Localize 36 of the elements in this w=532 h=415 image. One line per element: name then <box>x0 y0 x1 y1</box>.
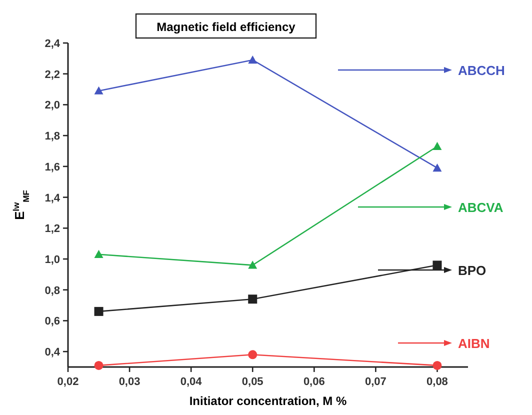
point <box>432 142 442 150</box>
y-tick-label: 1,2 <box>44 223 60 236</box>
y-tick-label: 1,6 <box>44 161 60 174</box>
point <box>94 250 104 258</box>
y-tick-label: 0,6 <box>44 316 60 328</box>
x-tick-label: 0,04 <box>180 376 203 388</box>
y-tick-label: 2,2 <box>44 68 60 81</box>
point <box>248 294 258 304</box>
point <box>94 86 104 94</box>
x-tick-label: 0,06 <box>303 376 325 388</box>
x-tick-label: 0,08 <box>426 376 448 388</box>
point <box>432 260 442 270</box>
point <box>432 163 442 172</box>
legend-label: ABCCH <box>458 63 505 78</box>
legend-label: BPO <box>458 263 486 278</box>
x-tick-label: 0,05 <box>242 376 264 388</box>
x-tick-label: 0,02 <box>57 376 79 388</box>
point <box>432 360 442 370</box>
y-tick-label: 2,0 <box>44 100 60 112</box>
point <box>248 260 258 269</box>
x-tick-label: 0,07 <box>364 376 386 388</box>
chart-title: Magnetic field efficiency <box>156 20 296 34</box>
point <box>94 306 104 316</box>
y-tick-label: 2,4 <box>44 38 61 50</box>
y-tick-label: 1,4 <box>44 192 61 204</box>
x-tick-label: 0,03 <box>118 376 140 388</box>
point <box>94 360 104 370</box>
y-tick-label: 0,8 <box>44 284 60 297</box>
x-axis-title: Initiator concentration, M % <box>189 394 347 408</box>
legend-label: AIBN <box>458 336 490 351</box>
y-tick-label: 1,8 <box>44 130 60 143</box>
legend-label: ABCVA <box>458 200 504 215</box>
point <box>248 350 258 360</box>
point <box>248 55 258 64</box>
y-tick-label: 1,0 <box>44 254 60 266</box>
y-tick-label: 0,4 <box>44 346 61 359</box>
